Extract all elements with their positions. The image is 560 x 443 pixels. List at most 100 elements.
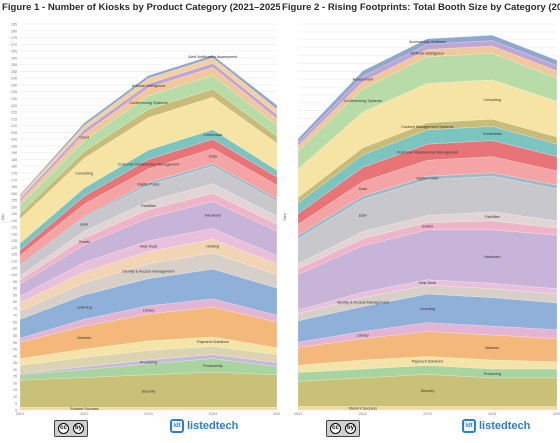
chart-1-title: Figure 1 - Number of Kiosks by Product C… [2,2,280,13]
y-tick-label: 260 [11,56,17,60]
y-tick-label: 185 [11,158,17,162]
series-label: Payment Solutions [197,340,229,344]
y-tick-label: 160 [11,192,17,196]
y-axis-label: Kio [1,214,5,220]
series-label: Payment Solutions [412,359,444,363]
y-tick-label: 65 [13,320,17,324]
y-tick-label: 250 [11,70,17,74]
y-tick-label: 90 [13,287,17,291]
series-label: Student Success [349,407,378,411]
y-tick-label: 0 [15,409,17,413]
series-label: Help Desk [140,245,158,249]
x-tick-label: 2023 [423,412,431,416]
series-label: Artificial Intelligence [411,52,445,56]
series-label: Network [485,346,499,350]
series-label: Artificial Intelligence [132,84,166,88]
y-tick-label: 270 [11,43,17,47]
y-tick-label: 100 [11,273,17,277]
chart-panel-2: Figure 2 - Rising Footprints: Total Boot… [282,0,560,443]
listedtech-wordmark: listedtech [187,420,239,432]
y-tick-label: 70 [13,314,17,318]
y-tick-label: 170 [11,178,17,182]
y-tick-label: 95 [13,280,17,284]
chart-2-title: Figure 2 - Rising Footprints: Total Boot… [282,2,560,13]
series-label: Alert Notification Assessment [188,55,238,59]
y-tick-label: 150 [11,205,17,209]
series-label: Consulting [483,98,501,102]
series-label: Consulting [75,172,93,176]
x-tick-label: 2024 [209,412,217,416]
series-label: Digital Public [417,177,439,181]
y-tick-label: 210 [11,124,17,128]
x-tick-label: 2022 [359,412,367,416]
series-label: Customer Relationship Management [397,151,460,155]
y-tick-label: 125 [11,239,17,243]
y-tick-label: 245 [11,77,17,81]
y-tick-label: 80 [13,300,17,304]
listedtech-mark-icon: ldt [170,419,184,433]
y-tick-label: 235 [11,90,17,94]
y-tick-label: 75 [13,307,17,311]
series-label: Learning [77,306,92,310]
creative-commons-icon: cc by [326,420,360,437]
y-tick-label: 25 [13,375,17,379]
series-label: Proctoring [140,360,157,364]
series-label: Customer Relationship Management [118,163,181,167]
x-tick-label: 2021 [16,412,24,416]
listedtech-logo: ldt listedtech [170,419,238,433]
series-label: Hosting [206,245,219,249]
series-label: ERP [359,214,367,218]
area-alert-notification-assessment [19,55,278,197]
series-label: Library [143,308,155,312]
series-label: ERP [80,223,88,227]
y-tick-label: 145 [11,212,17,216]
y-tick-label: 155 [11,199,17,203]
y-tick-label: 220 [11,111,17,115]
series-label: Data [209,155,218,159]
y-tick-label: 110 [11,260,17,264]
by-icon: by [345,423,356,434]
by-icon: by [73,423,84,434]
y-tick-label: 205 [11,131,17,135]
series-label: Productivity [203,364,223,368]
series-label: Hardware [205,214,221,218]
y-tick-label: 130 [11,232,17,236]
listedtech-wordmark: listedtech [479,420,531,432]
y-tick-label: 285 [11,23,17,27]
y-tick-label: 55 [13,334,17,338]
y-tick-label: 215 [11,117,17,121]
x-tick-label: 2023 [144,412,152,416]
cc-icon: cc [330,423,341,434]
y-tick-label: 5 [15,402,17,406]
y-tick-label: 85 [13,293,17,297]
y-tick-label: 140 [11,219,17,223]
series-label: Digital Public [138,182,160,186]
y-tick-label: 190 [11,151,17,155]
y-tick-label: 275 [11,36,17,40]
series-label: Network [77,336,91,340]
series-label: Proctoring [484,372,501,376]
series-label: Credentials [483,132,502,136]
y-tick-label: 105 [11,266,17,270]
series-label: Facilities [141,204,156,208]
x-tick-label: 2021 [294,412,302,416]
series-label: Hardware [484,255,500,259]
x-tick-label: 2024 [488,412,496,416]
x-tick-label: 2025 [273,412,280,416]
y-tick-label: 180 [11,165,17,169]
y-tick-label: 40 [13,354,17,358]
creative-commons-icon: cc by [54,420,88,437]
series-label: Security [142,390,156,394]
x-tick-label: 2022 [80,412,88,416]
series-label: Security [421,389,435,393]
footer-1: cc by ldt listedtech [0,418,280,442]
chart-1-plot: 2852802752702652602552502452402352302252… [1,23,280,417]
y-tick-label: 15 [13,388,17,392]
y-tick-label: 35 [13,361,17,365]
y-tick-label: 10 [13,395,17,399]
series-label: Grants [79,240,90,244]
y-tick-label: 135 [11,226,17,230]
series-label: Data [359,187,368,191]
y-tick-label: 280 [11,29,17,33]
area-student-success [297,406,558,411]
